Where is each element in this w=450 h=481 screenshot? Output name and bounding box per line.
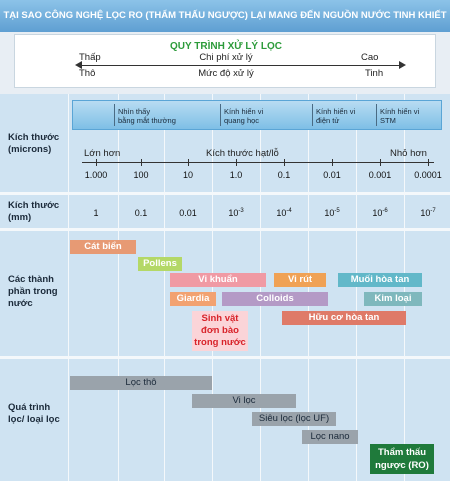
row-label-mm: Kích thước (mm) [8,200,60,223]
level-fine-label: Tinh [365,68,384,79]
size-smaller-label: Nhỏ hơn [390,148,427,159]
process-bar: Vi lọc [192,394,296,408]
component-bar: Vi khuẩn [170,273,266,287]
micron-value: 0.0001 [414,170,442,180]
page-title: TẠI SAO CÔNG NGHỆ LỌC RO (THẨM THẤU NGƯỢ… [0,0,450,53]
process-title: QUY TRÌNH XỬ LÝ LỌC [169,41,282,52]
micron-value: 1.000 [84,170,108,180]
component-bar: Kim loại [364,292,422,306]
mm-value: 10-4 [276,208,292,218]
size-axis-tick [188,159,189,166]
micron-value: 1.0 [229,170,243,180]
size-axis-tick [428,159,429,166]
component-bar: Vi rút [274,273,326,287]
size-axis-label: Kích thước hạt/lỗ [206,148,279,159]
process-axis [81,65,399,66]
size-axis-tick [141,159,142,166]
component-bar: Cát biển [70,240,136,254]
row-label-components: Các thành phần trong nước [8,274,58,309]
instrument-stm: Kính hiển vi STM [380,107,420,125]
component-bar: Giardia [170,292,216,306]
mm-value: 1 [93,208,99,218]
component-bar: Colloids [222,292,328,306]
component-bar: Muối hòa tan [338,273,422,287]
row-label-microns: Kích thước (microns) [8,132,60,155]
size-axis-tick [96,159,97,166]
size-axis-tick [380,159,381,166]
component-bar: Pollens [138,257,182,271]
mm-value: 0.01 [179,208,197,218]
row-label-processes: Quá trình lọc/ loại lọc [8,402,60,425]
mm-value: 0.1 [134,208,148,218]
level-coarse-label: Thô [79,68,96,79]
size-axis-tick [236,159,237,166]
micron-value: 0.1 [277,170,291,180]
instrument-naked-eye: Nhìn thấy bằng mắt thường [118,107,176,125]
mm-value: 10-5 [324,208,340,218]
size-axis-tick [332,159,333,166]
size-chart [0,94,450,481]
cost-label: Chi phí xử lý [199,52,253,63]
mm-value: 10-6 [372,208,388,218]
process-bar: Thẩm thấu ngược (RO) [370,444,434,474]
instrument-electron: Kính hiển vi điện tử [316,107,356,125]
cost-high-label: Cao [361,52,379,63]
cost-low-label: Thấp [79,52,101,63]
mm-value: 10-7 [420,208,436,218]
level-label: Mức độ xử lý [198,68,254,79]
micron-value: 100 [133,170,149,180]
process-panel: QUY TRÌNH XỬ LÝ LỌC Thấp Thô Chi phí xử … [14,34,436,88]
instrument-bar [72,100,442,130]
size-axis [82,162,434,163]
component-bar: Hữu cơ hòa tan [282,311,406,325]
arrow-left-icon [75,61,82,69]
mm-value: 10-3 [228,208,244,218]
component-bar: Sinh vật đơn bào trong nước [192,311,248,351]
micron-value: 10 [182,170,193,180]
micron-value: 0.01 [323,170,341,180]
process-bar: Lọc thô [70,376,212,390]
process-bar: Siêu lọc (lọc UF) [252,412,336,426]
process-bar: Lọc nano [302,430,358,444]
size-axis-tick [284,159,285,166]
size-larger-label: Lớn hơn [84,148,121,159]
instrument-optical: Kính hiển vi quang học [224,107,264,125]
arrow-right-icon [399,61,406,69]
micron-value: 0.001 [368,170,392,180]
